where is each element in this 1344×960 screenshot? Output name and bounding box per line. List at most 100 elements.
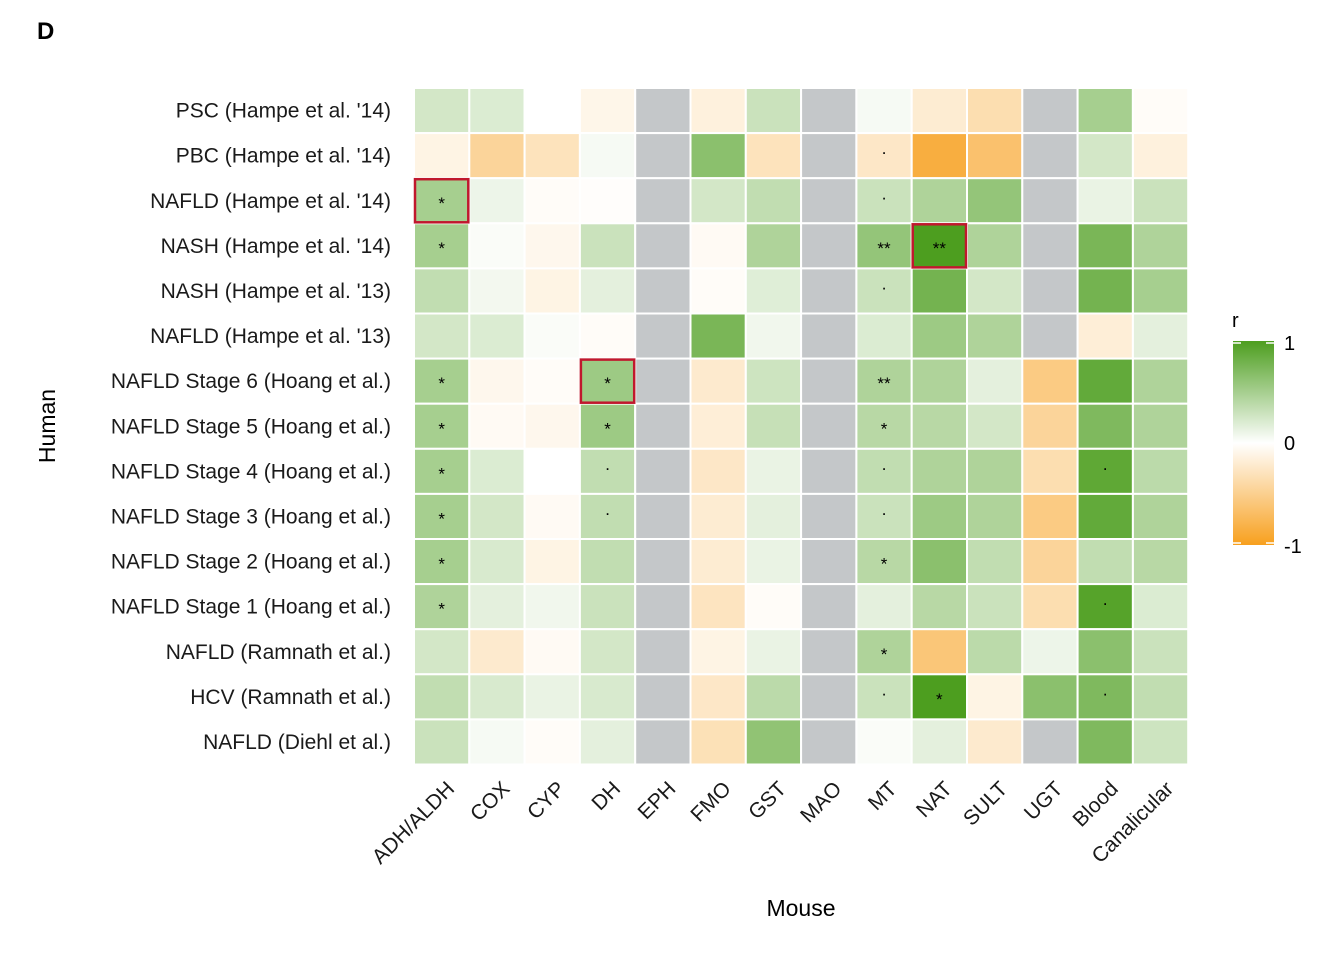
heatmap-cell xyxy=(1131,583,1190,631)
heatmap-cell xyxy=(634,402,692,450)
heatmap-cell xyxy=(468,87,526,135)
y-tick-label: NAFLD Stage 3 (Hoang et al.) xyxy=(111,505,391,528)
heatmap-cell xyxy=(966,492,1024,540)
heatmap-cell xyxy=(910,87,969,135)
heatmap-cell xyxy=(578,402,637,450)
significance-mark: * xyxy=(438,194,445,213)
significance-mark: ** xyxy=(877,239,891,258)
heatmap-cell xyxy=(1021,132,1079,180)
significance-mark: ** xyxy=(933,239,947,258)
heatmap-cell xyxy=(468,492,526,540)
heatmap-cell xyxy=(800,87,858,135)
heatmap-cell xyxy=(578,628,637,676)
heatmap-cell xyxy=(855,538,913,586)
heatmap-cell xyxy=(744,628,803,676)
heatmap-cell xyxy=(1021,177,1079,225)
heatmap-cell xyxy=(634,718,692,766)
heatmap-cell xyxy=(855,87,913,135)
heatmap-cell xyxy=(855,583,913,631)
heatmap-cell xyxy=(966,177,1024,225)
y-tick-label: HCV (Ramnath et al.) xyxy=(190,686,391,709)
heatmap-cell xyxy=(855,312,913,360)
heatmap-cells xyxy=(413,87,1190,766)
heatmap-cell xyxy=(1076,267,1134,315)
heatmap-cell xyxy=(468,628,526,676)
heatmap-cell xyxy=(966,357,1024,405)
heatmap-cell xyxy=(413,538,471,586)
heatmap-cell xyxy=(800,402,858,450)
heatmap-cell xyxy=(523,267,581,315)
heatmap-cell xyxy=(468,583,526,631)
heatmap-cell xyxy=(800,492,858,540)
heatmap-cell xyxy=(634,538,692,586)
heatmap-cell xyxy=(1076,312,1134,360)
heatmap-cell xyxy=(1021,222,1079,270)
heatmap-cell xyxy=(468,222,526,270)
heatmap-cell xyxy=(1076,357,1134,405)
significance-mark: * xyxy=(438,509,445,528)
heatmap-cell xyxy=(1131,718,1190,766)
heatmap-cell xyxy=(1131,87,1190,135)
heatmap-cell xyxy=(910,267,969,315)
heatmap-cell xyxy=(910,628,969,676)
x-tick-label: COX xyxy=(466,777,514,825)
heatmap-cell xyxy=(523,583,581,631)
heatmap-cell xyxy=(910,357,969,405)
heatmap-cell xyxy=(634,132,692,180)
heatmap-cell xyxy=(523,357,581,405)
heatmap-cell xyxy=(468,718,526,766)
heatmap-cell xyxy=(468,132,526,180)
y-tick-label: NASH (Hampe et al. '14) xyxy=(161,235,391,258)
significance-mark: · xyxy=(881,143,887,162)
heatmap-cell xyxy=(578,87,637,135)
x-tick-label: GST xyxy=(744,777,791,824)
heatmap-cell xyxy=(966,222,1024,270)
heatmap-cell xyxy=(634,87,692,135)
y-tick-label: NAFLD (Hampe et al. '14) xyxy=(150,190,391,213)
heatmap-cell xyxy=(966,583,1024,631)
significance-mark: * xyxy=(881,419,888,438)
heatmap-cell xyxy=(910,673,969,721)
heatmap-cell xyxy=(966,312,1024,360)
heatmap-cell xyxy=(800,267,858,315)
significance-mark: * xyxy=(438,239,445,258)
heatmap-cell xyxy=(468,538,526,586)
significance-mark: · xyxy=(1102,594,1108,613)
x-tick-label: SULT xyxy=(959,777,1012,830)
highlight-boxes xyxy=(413,177,968,404)
heatmap-cell xyxy=(578,538,637,586)
y-tick-label: NAFLD Stage 5 (Hoang et al.) xyxy=(111,415,391,438)
heatmap-cell xyxy=(634,177,692,225)
heatmap-cell xyxy=(1076,628,1134,676)
heatmap-cell xyxy=(800,177,858,225)
heatmap-cell xyxy=(1021,402,1079,450)
heatmap-cell xyxy=(855,492,913,540)
significance-mark: * xyxy=(936,690,943,709)
heatmap-cell xyxy=(578,222,637,270)
heatmap-cell xyxy=(744,673,803,721)
heatmap-cell xyxy=(1131,222,1190,270)
heatmap-cell xyxy=(1021,312,1079,360)
heatmap-cell xyxy=(800,312,858,360)
heatmap-cell xyxy=(413,628,471,676)
heatmap-cell xyxy=(413,312,471,360)
significance-mark: · xyxy=(881,188,887,207)
heatmap-cell xyxy=(523,492,581,540)
heatmap-cell xyxy=(910,402,969,450)
heatmap-cell xyxy=(1021,673,1079,721)
heatmap-cell xyxy=(800,628,858,676)
x-axis-title: Mouse xyxy=(766,895,835,921)
heatmap-cell xyxy=(855,447,913,495)
significance-mark: · xyxy=(605,458,611,477)
y-tick-label: PSC (Hampe et al. '14) xyxy=(176,100,391,123)
heatmap-cell xyxy=(966,628,1024,676)
heatmap-cell xyxy=(966,718,1024,766)
significance-mark: · xyxy=(605,503,611,522)
y-tick-label: NAFLD Stage 4 (Hoang et al.) xyxy=(111,460,391,483)
heatmap-cell xyxy=(1131,447,1190,495)
heatmap-cell xyxy=(1021,357,1079,405)
x-tick-label: MT xyxy=(864,777,902,815)
heatmap-cell xyxy=(634,583,692,631)
y-tick-label: NAFLD (Diehl et al.) xyxy=(203,731,391,754)
heatmap-cell xyxy=(523,87,581,135)
